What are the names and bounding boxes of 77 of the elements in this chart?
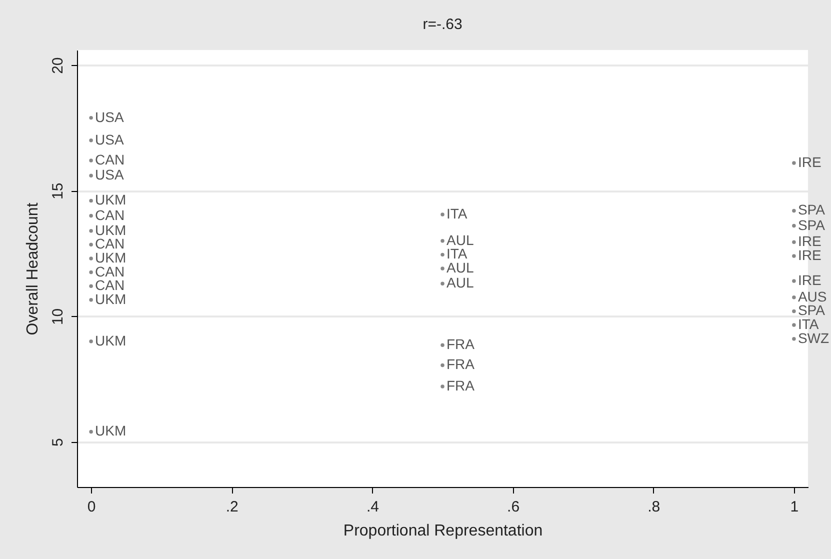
data-label: AUL bbox=[446, 232, 474, 248]
data-label: IRE bbox=[798, 246, 822, 263]
data-label: IRE bbox=[798, 272, 822, 288]
point bbox=[792, 208, 796, 213]
data-label: AUL bbox=[446, 260, 474, 276]
data-label: FRA bbox=[446, 356, 476, 372]
point bbox=[440, 266, 444, 270]
data-label: USA bbox=[95, 131, 125, 148]
data-label: CAN bbox=[95, 277, 125, 294]
point bbox=[89, 430, 93, 434]
data-label: IRE bbox=[798, 233, 822, 250]
data-label: USA bbox=[95, 166, 125, 183]
x-tick-label: .2 bbox=[226, 498, 238, 516]
point bbox=[440, 363, 444, 368]
point bbox=[89, 270, 93, 274]
data-label: UKM bbox=[95, 249, 126, 266]
y-tick-label: 15 bbox=[50, 182, 66, 200]
point bbox=[440, 384, 444, 388]
data-label: FRA bbox=[446, 378, 476, 394]
point bbox=[89, 256, 93, 260]
point bbox=[440, 239, 444, 243]
chart-title: r=-.63 bbox=[422, 16, 462, 33]
data-label: ITA bbox=[446, 206, 468, 222]
y-axis-title: Overall Headcount bbox=[24, 202, 42, 336]
point bbox=[89, 284, 93, 288]
point bbox=[792, 336, 796, 341]
data-label: UKM bbox=[95, 290, 126, 307]
data-label: AUS bbox=[798, 288, 827, 304]
point bbox=[89, 339, 93, 344]
data-label: CAN bbox=[95, 263, 125, 280]
x-axis-title: Proportional Representation bbox=[343, 522, 543, 540]
data-label: CAN bbox=[95, 152, 125, 168]
x-tick-label: .4 bbox=[366, 498, 379, 516]
x-tick-label: .8 bbox=[648, 498, 660, 516]
data-label: UKM bbox=[95, 422, 126, 439]
data-label: USA bbox=[95, 108, 125, 125]
data-label: UKM bbox=[95, 222, 126, 238]
data-label: IRE bbox=[798, 154, 822, 170]
x-tick-label: .6 bbox=[507, 498, 520, 516]
y-tick-label: 20 bbox=[50, 57, 66, 74]
data-label: SPA bbox=[798, 216, 826, 233]
point bbox=[89, 198, 93, 203]
point bbox=[89, 298, 93, 302]
data-label: CAN bbox=[95, 206, 125, 223]
data-label: SWZ bbox=[798, 330, 830, 346]
point bbox=[89, 174, 93, 178]
data-label: ITA bbox=[798, 316, 820, 332]
point bbox=[89, 116, 93, 120]
point bbox=[440, 252, 444, 257]
data-label: ITA bbox=[446, 246, 468, 262]
point bbox=[440, 212, 444, 216]
data-label: UKM bbox=[95, 332, 126, 348]
point bbox=[89, 138, 93, 142]
x-tick-label: 1 bbox=[790, 498, 799, 516]
point bbox=[792, 254, 796, 258]
data-label: UKM bbox=[95, 192, 126, 208]
point bbox=[440, 282, 444, 286]
data-label: FRA bbox=[446, 336, 476, 352]
data-label: CAN bbox=[95, 236, 125, 252]
data-label: SPA bbox=[798, 302, 826, 318]
point bbox=[440, 343, 444, 347]
point bbox=[89, 228, 93, 233]
x-tick-label: 0 bbox=[87, 498, 96, 516]
point bbox=[792, 279, 796, 283]
y-tick-label: 5 bbox=[50, 438, 66, 446]
point bbox=[792, 309, 796, 314]
point bbox=[792, 296, 796, 300]
point bbox=[792, 161, 796, 165]
data-label: SPA bbox=[798, 202, 826, 218]
point bbox=[792, 323, 796, 327]
y-tick-label: 10 bbox=[50, 308, 66, 326]
data-label: AUL bbox=[446, 274, 474, 291]
point bbox=[89, 242, 93, 247]
point bbox=[89, 214, 93, 218]
point bbox=[792, 240, 796, 244]
point bbox=[89, 158, 93, 162]
point bbox=[792, 224, 796, 228]
